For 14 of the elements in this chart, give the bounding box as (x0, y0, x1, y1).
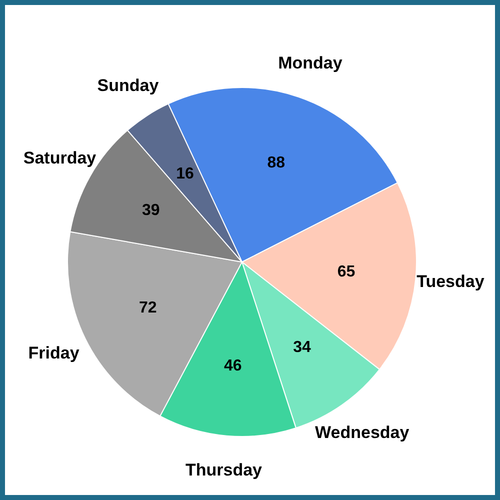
data-label: 34 (293, 339, 312, 356)
slice-label: Thursday (185, 460, 263, 480)
data-label: 16 (176, 166, 194, 183)
data-label: 88 (267, 154, 286, 172)
data-label: 39 (142, 202, 160, 219)
slice-label: Tuesday (416, 272, 485, 291)
slice-label: Monday (278, 54, 343, 73)
slice-label: Friday (28, 343, 80, 362)
slice-label: Wednesday (315, 423, 410, 442)
data-label: 46 (224, 358, 242, 375)
data-label: 72 (139, 299, 157, 316)
slice-label: Saturday (23, 148, 97, 168)
slice-label: Sunday (97, 76, 160, 96)
data-label: 65 (337, 263, 356, 280)
